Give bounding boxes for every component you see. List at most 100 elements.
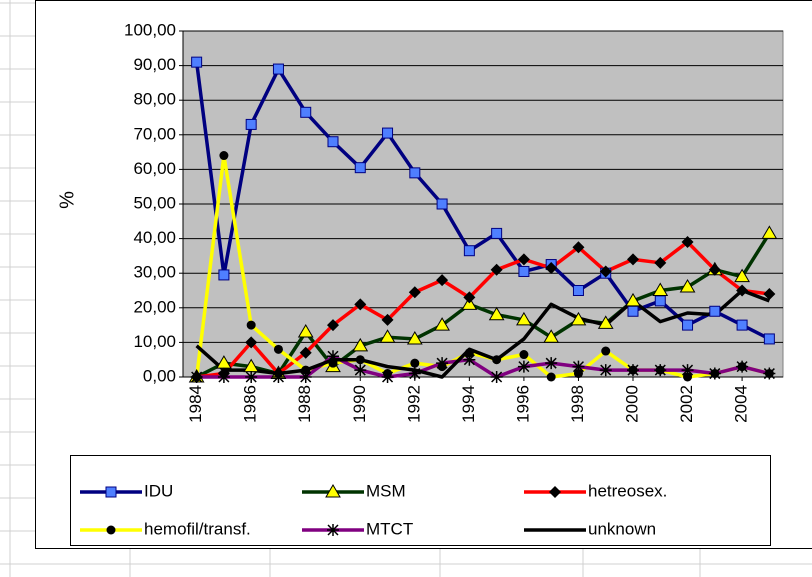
- marker: [354, 364, 367, 377]
- marker: [379, 329, 396, 343]
- marker: [218, 269, 230, 281]
- legend-marker: [325, 484, 341, 498]
- marker: [408, 367, 421, 380]
- marker: [570, 311, 587, 326]
- y-tick-label: 20,00: [133, 297, 176, 316]
- marker: [516, 311, 532, 326]
- marker: [625, 292, 641, 307]
- y-tick-label: 100,00: [124, 20, 176, 39]
- marker: [736, 360, 749, 373]
- marker: [246, 320, 256, 330]
- x-tick-label: 1994: [459, 385, 478, 423]
- marker: [709, 305, 721, 317]
- marker: [327, 350, 339, 363]
- marker: [436, 198, 448, 210]
- marker: [409, 167, 421, 179]
- marker: [436, 274, 449, 287]
- marker: [245, 336, 258, 349]
- marker: [381, 371, 394, 383]
- series-line: [196, 354, 770, 379]
- x-tick-label: 2000: [622, 385, 641, 423]
- marker: [191, 56, 203, 68]
- marker: [572, 360, 585, 373]
- marker: [545, 262, 558, 275]
- marker: [297, 324, 314, 338]
- marker: [599, 265, 612, 278]
- marker: [627, 253, 639, 266]
- marker: [355, 355, 365, 365]
- marker: [301, 365, 311, 375]
- y-tick-label: 80,00: [133, 90, 176, 109]
- marker: [681, 364, 694, 377]
- y-axis-label: %: [56, 191, 78, 209]
- legend-marker: [105, 486, 117, 498]
- marker: [245, 371, 258, 383]
- legend-label: MSM: [366, 481, 406, 500]
- marker: [272, 371, 285, 383]
- marker: [463, 245, 475, 257]
- marker: [763, 287, 776, 300]
- x-tick-label: 1986: [241, 385, 260, 423]
- legend-label: MTCT: [366, 519, 413, 538]
- marker: [572, 285, 584, 296]
- marker: [217, 371, 230, 383]
- marker: [327, 136, 339, 148]
- marker: [219, 151, 229, 161]
- legend: [70, 455, 771, 546]
- x-tick-label: 1998: [568, 385, 587, 423]
- marker: [708, 263, 721, 276]
- marker: [652, 282, 669, 296]
- marker: [679, 279, 696, 293]
- marker: [627, 364, 639, 377]
- marker: [599, 364, 612, 377]
- marker: [518, 265, 530, 277]
- marker: [464, 348, 474, 358]
- marker: [299, 371, 312, 383]
- x-tick-label: 2004: [732, 385, 751, 423]
- y-tick-label: 90,00: [133, 55, 176, 74]
- legend-label: hemofil/transf.: [144, 519, 251, 538]
- marker: [434, 317, 450, 331]
- marker: [708, 367, 721, 380]
- marker: [654, 295, 666, 307]
- legend-marker: [106, 525, 116, 535]
- marker: [327, 319, 339, 332]
- marker: [492, 355, 502, 365]
- marker: [190, 371, 203, 383]
- marker: [601, 346, 611, 356]
- marker: [763, 333, 775, 345]
- marker: [572, 241, 585, 254]
- marker: [517, 360, 530, 373]
- marker: [736, 284, 749, 297]
- marker: [763, 367, 776, 380]
- x-tick-label: 1988: [295, 385, 314, 423]
- marker: [410, 358, 420, 368]
- marker: [517, 253, 530, 266]
- y-tick-label: 30,00: [133, 263, 176, 282]
- marker: [408, 286, 421, 299]
- marker: [273, 344, 283, 354]
- marker: [682, 319, 694, 331]
- y-tick-label: 50,00: [133, 193, 176, 212]
- marker: [654, 256, 667, 269]
- y-tick-label: 70,00: [133, 124, 176, 143]
- marker: [354, 162, 366, 174]
- marker: [545, 357, 558, 370]
- marker: [436, 357, 449, 370]
- x-tick-label: 1992: [404, 385, 423, 423]
- marker: [299, 346, 312, 359]
- marker: [597, 315, 614, 329]
- marker: [491, 227, 503, 239]
- marker: [736, 319, 748, 331]
- y-tick-label: 10,00: [133, 332, 176, 351]
- marker: [681, 236, 694, 249]
- marker: [463, 353, 476, 366]
- legend-label: hetreosex.: [588, 481, 667, 500]
- marker: [654, 364, 667, 377]
- marker: [490, 371, 503, 383]
- marker: [490, 263, 503, 276]
- marker: [354, 298, 367, 311]
- marker: [683, 372, 693, 382]
